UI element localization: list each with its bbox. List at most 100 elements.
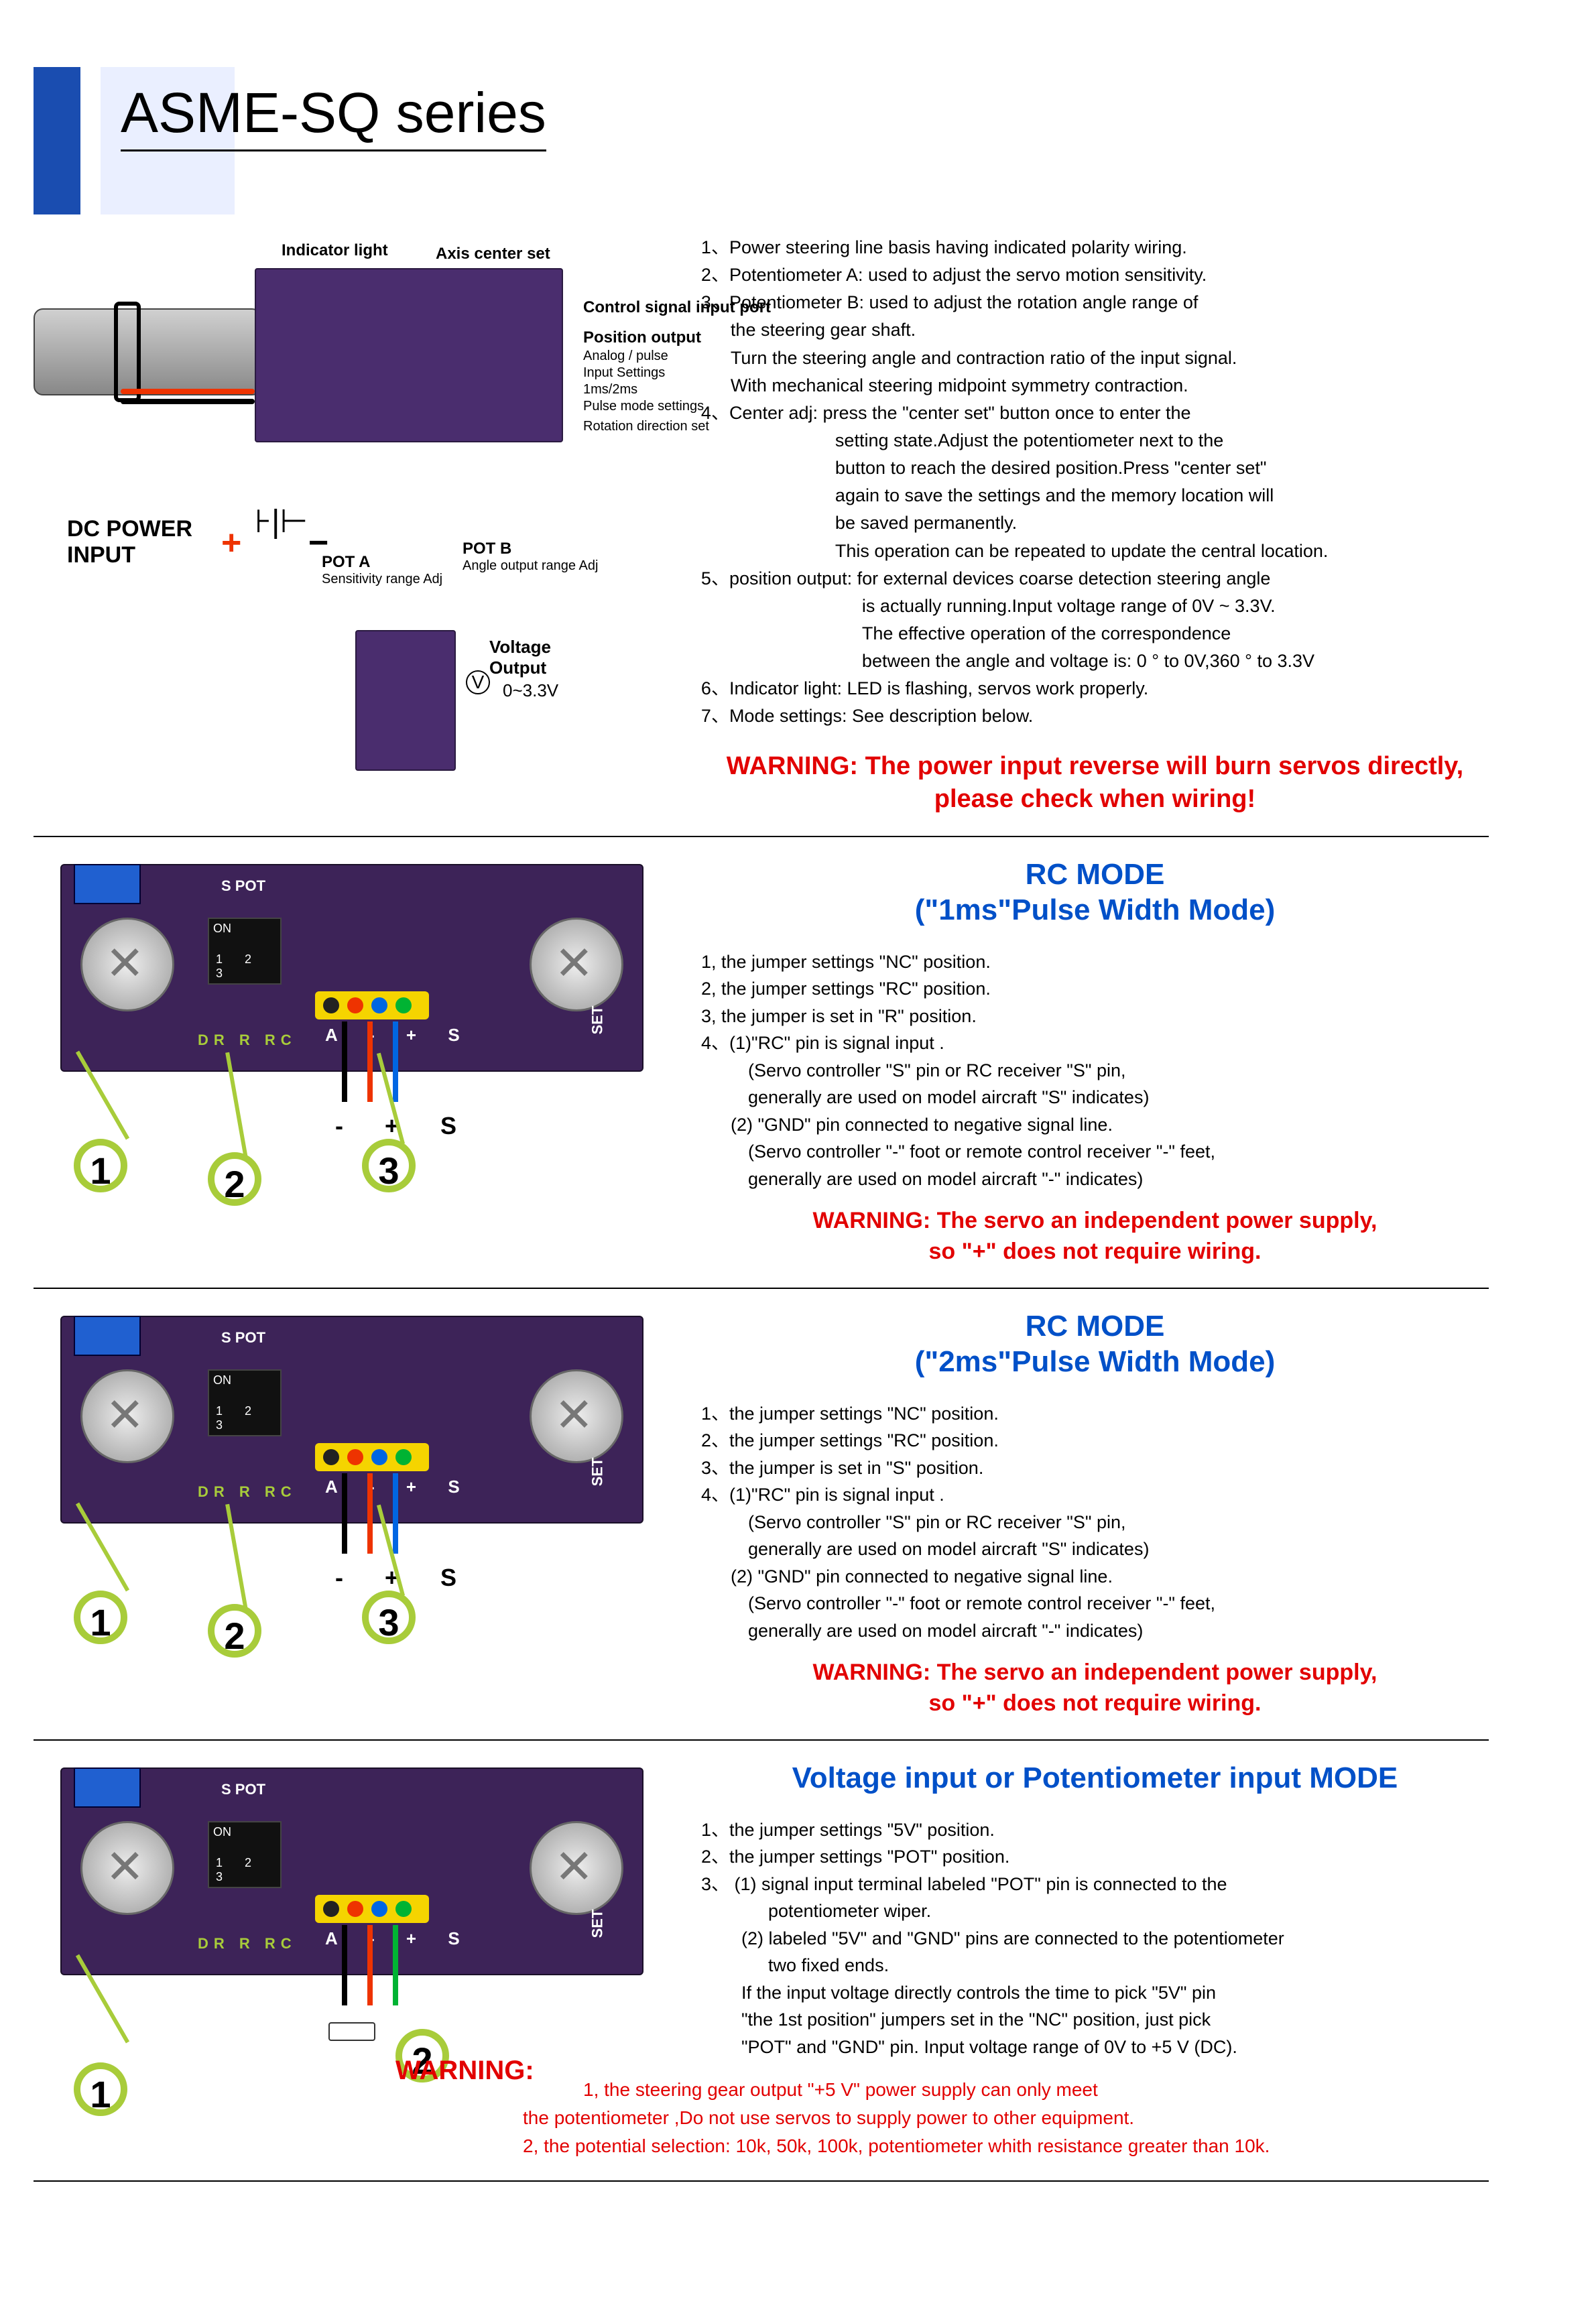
divider-4 [34,2180,1489,2182]
label-1ms-2ms: 1ms/2ms [583,382,637,397]
intro-item-4b: setting state.Adjust the potentiometer n… [701,428,1489,454]
intro-warning: WARNING: The power input reverse will bu… [701,750,1489,816]
screw-right-icon [530,1369,623,1463]
dr-label: DR R RC [198,1032,297,1049]
list-item: (2) "GND" pin connected to negative sign… [701,1111,1489,1139]
main-diagram: Indicator light Axis center set Control … [34,174,688,791]
potentiometer-icon [74,1767,141,1808]
spot-label: S POT [221,1329,265,1347]
label-dc-power: DC POWER INPUT [67,516,192,568]
list-item: (2) "GND" pin connected to negative sign… [701,1563,1489,1591]
label-position-output: Position output [583,328,701,347]
cable-tie-icon [114,302,141,402]
label-control-signal: Control signal input port [583,298,771,317]
list-item: 2、the jumper settings "RC" position. [701,1427,1489,1454]
intro-item-4c: button to reach the desired position.Pre… [701,455,1489,481]
list-item: 1、the jumper settings "5V" position. [701,1816,1489,1844]
intro-item-4e: be saved permanently. [701,510,1489,536]
list-item: 3、 (1) signal input terminal labeled "PO… [701,1871,1489,1898]
list-item: generally are used on model aircraft "-"… [701,1617,1489,1645]
dip-switch-icon: ON 1 2 3 [208,1821,282,1888]
list-item: (Servo controller "S" pin or RC receiver… [701,1509,1489,1536]
pot-a-sub: Sensitivity range Adj [322,572,442,587]
warning-line-1: WARNING: The servo an independent power … [813,1208,1377,1233]
red-wire-icon [367,1021,373,1102]
voltage-mode-section: ON 1 2 3 S POT DR R RC A - + S SET 1 2 W… [34,1754,1489,2103]
black-wire-icon [342,1021,347,1102]
wire-labels: - + S [335,1112,474,1140]
screw-left-icon [80,1369,174,1463]
label-pulse-mode: Pulse mode settings [583,399,704,414]
dc-power-text: DC POWER [67,516,192,542]
screw-left-icon [80,918,174,1011]
label-axis-center: Axis center set [436,245,550,263]
rc-2ms-title-1: RC MODE [1026,1310,1165,1343]
blue-wire-icon [393,1473,398,1554]
rc-mode-2ms-section: ON 1 2 3 S POT DR R RC A - + S SET - + S… [34,1302,1489,1719]
pin-header-icon [315,1443,429,1471]
list-item: potentiometer wiper. [701,1898,1489,1925]
volt-out-2: Output [489,658,546,678]
intro-item-7: 7、Mode settings: See description below. [701,703,1489,729]
rc-1ms-text: RC MODE ("1ms"Pulse Width Mode) 1, the j… [701,851,1489,1267]
potentiometer-icon [74,1316,141,1356]
wire-labels: - + S [335,1564,474,1592]
red-wire-icon [367,1473,373,1554]
blue-wire-icon [393,1021,398,1102]
callout-num-3: 3 [362,1139,416,1192]
page-title: ASME-SQ series [121,80,546,151]
dip-on-label: ON [213,1825,231,1839]
intro-text: 1、Power steering line basis having indic… [701,174,1489,816]
black-wire-icon [121,399,255,404]
dip-on-label: ON [213,922,231,936]
rc-1ms-title: RC MODE ("1ms"Pulse Width Mode) [701,857,1489,928]
list-item: generally are used on model aircraft "-"… [701,1166,1489,1193]
intro-item-4f: This operation can be repeated to update… [701,538,1489,564]
label-rotation-dir: Rotation direction set [583,419,709,434]
list-item: generally are used on model aircraft "S"… [701,1536,1489,1563]
final-warning-2: the potentiometer ,Do not use servos to … [523,2104,1489,2132]
pins-label: A - + S [325,1025,473,1046]
label-voltage-output: Voltage Output [489,637,551,678]
list-item: 4、(1)"RC" pin is signal input . [701,1030,1489,1057]
pot-b-title: POT B [463,540,511,558]
intro-item-6: 6、Indicator light: LED is flashing, serv… [701,676,1489,702]
list-item: "POT" and "GND" pin. Input voltage range… [701,2034,1489,2061]
label-voltage-range: 0~3.3V [503,680,558,701]
dip-on-label: ON [213,1373,231,1387]
pins-label: A - + S [325,1928,473,1949]
dip-switch-icon: ON 1 2 3 [208,918,282,985]
warning-line-2: so "+" does not require wiring. [928,1690,1261,1716]
voltage-mode-title: Voltage input or Potentiometer input MOD… [701,1761,1489,1796]
ext-potentiometer-icon [328,2022,375,2041]
set-label: SET [589,1006,606,1035]
intro-warning-1: WARNING: The power input reverse will bu… [727,752,1463,780]
rc-1ms-warning: WARNING: The servo an independent power … [701,1206,1489,1267]
intro-item-1: 1、Power steering line basis having indic… [701,235,1489,261]
input-text: INPUT [67,542,135,568]
rc-1ms-title-2: ("1ms"Pulse Width Mode) [915,893,1276,926]
callout-num-3: 3 [362,1591,416,1644]
spot-label: S POT [221,877,265,895]
callout-num-2: 2 [208,1152,261,1206]
voltage-mode-diagram: ON 1 2 3 S POT DR R RC A - + S SET 1 2 W… [34,1754,674,2103]
list-item: 1、the jumper settings "NC" position. [701,1400,1489,1428]
dip-nums-label: 1 2 3 [216,952,280,981]
list-item: 2, the jumper settings "RC" position. [701,975,1489,1003]
intro-item-5c: The effective operation of the correspon… [701,621,1489,647]
warning-label: WARNING: [395,2056,534,2086]
callout-num-1: 1 [74,1139,127,1192]
dip-nums-label: 1 2 3 [216,1404,280,1432]
black-wire-icon [342,1473,347,1554]
intro-item-5d: between the angle and voltage is: 0 ° to… [701,648,1489,674]
list-item: (Servo controller "S" pin or RC receiver… [701,1057,1489,1084]
list-item: 1, the jumper settings "NC" position. [701,948,1489,976]
plus-icon: + [221,523,241,563]
rc-2ms-warning: WARNING: The servo an independent power … [701,1658,1489,1719]
intro-item-4d: again to save the settings and the memor… [701,483,1489,509]
list-item: 3、the jumper is set in "S" position. [701,1454,1489,1482]
callout-num-1: 1 [74,1591,127,1644]
label-pot-b: POT B Angle output range Adj [463,540,598,574]
set-label: SET [589,1458,606,1487]
screw-right-icon [530,1821,623,1915]
